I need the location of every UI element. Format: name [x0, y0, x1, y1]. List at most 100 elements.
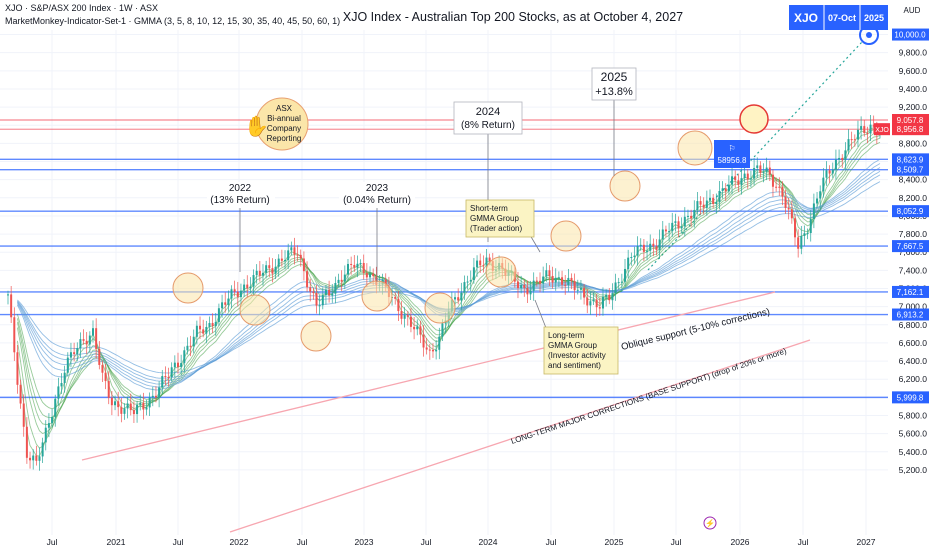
svg-text:ASX: ASX: [276, 104, 293, 113]
candle-body: [13, 317, 16, 353]
y-tick-label: 5,400.0: [899, 447, 928, 457]
price-level-tag: [892, 123, 929, 136]
indicator-line[interactable]: MarketMonkey-Indicator-Set-1 · GMMA (3, …: [5, 16, 340, 26]
badge-date: 07-Oct: [828, 13, 856, 23]
candle-body: [362, 262, 365, 273]
candle-body: [350, 263, 353, 265]
candle-body: [715, 201, 718, 204]
candle-body: [592, 299, 595, 302]
candle-body: [154, 395, 157, 398]
candle-body: [753, 167, 756, 179]
y-tick-label: 6,200.0: [899, 374, 928, 384]
candle-body: [523, 285, 526, 288]
candle-body: [136, 404, 139, 415]
candle-body: [365, 272, 368, 278]
candle-body: [397, 298, 400, 312]
candle-body: [438, 336, 441, 350]
badge-year: 2025: [864, 13, 884, 23]
candle-body: [346, 263, 349, 275]
candle-body: [646, 250, 649, 252]
candle-body: [293, 247, 296, 255]
candle-body: [699, 201, 702, 205]
candle-body: [425, 347, 428, 350]
candle-body: [318, 305, 321, 307]
candle-body: [98, 348, 101, 365]
candle-body: [680, 226, 683, 229]
highlight-circle: [239, 294, 271, 326]
candle-body: [696, 201, 699, 210]
candle-body: [586, 297, 589, 306]
currency-label[interactable]: AUD: [904, 6, 921, 15]
candle-body: [227, 298, 230, 305]
candle-body: [674, 221, 677, 223]
candle-body: [32, 455, 35, 461]
candle-body: [727, 184, 730, 192]
candle-body: [211, 322, 214, 326]
candle-body: [148, 397, 151, 408]
candle-body: [315, 293, 318, 306]
candle-body: [129, 403, 132, 411]
candle-body: [816, 198, 819, 204]
candle-body: [797, 237, 800, 249]
flag-marker[interactable]: ⚐ 58956.8: [714, 140, 750, 168]
x-tick-label: 2023: [355, 537, 374, 547]
candle-body: [683, 216, 686, 227]
candle-body: [406, 315, 409, 317]
candle-body: [454, 297, 457, 300]
y-tick-label: 8,800.0: [899, 138, 928, 148]
candle-body: [718, 190, 721, 202]
candle-body: [353, 264, 356, 268]
price-level-tag: [892, 28, 929, 41]
price-level-value: 5,999.8: [897, 393, 924, 402]
candle-body: [180, 363, 183, 367]
candle-body: [573, 281, 576, 291]
svg-text:GMMA Group: GMMA Group: [470, 214, 519, 223]
price-level-value: 7,162.1: [897, 288, 924, 297]
candle-body: [564, 284, 567, 286]
candle-body: [104, 372, 107, 382]
candle-body: [463, 282, 466, 293]
y-tick-label: 6,600.0: [899, 338, 928, 348]
candle-body: [296, 254, 299, 256]
symbol-line[interactable]: XJO · S&P/ASX 200 Index · 1W · ASX: [5, 3, 158, 13]
price-level-value: 7,667.5: [897, 242, 924, 251]
svg-text:+13.8%: +13.8%: [595, 86, 633, 98]
candle-body: [435, 349, 438, 352]
last-price-symbol: XJO: [875, 127, 889, 134]
candle-body: [123, 408, 126, 414]
price-level-value: 6,913.2: [897, 311, 924, 320]
candle-body: [554, 277, 557, 283]
price-level-tag: [892, 240, 929, 253]
hand-icon: ✋: [244, 114, 269, 138]
candle-body: [589, 301, 592, 306]
events-icon[interactable]: ⚡: [703, 516, 717, 530]
candle-body: [633, 255, 636, 258]
grid-lines: [0, 30, 888, 535]
candle-body: [620, 281, 623, 283]
price-axis[interactable]: 10,000.09,800.09,600.09,400.09,200.09,00…: [874, 28, 932, 550]
candle-body: [482, 265, 485, 267]
candle-body: [290, 247, 293, 251]
candle-body: [69, 352, 72, 358]
candle-body: [636, 245, 639, 256]
price-level-tag: [892, 308, 929, 321]
candle-body: [850, 139, 853, 141]
time-axis[interactable]: Jul 2021 Jul 2022 Jul 2023 Jul 2024 Jul 2025 Jul 20…: [47, 537, 876, 547]
candle-body: [394, 296, 397, 299]
candle-body: [170, 367, 173, 378]
x-tick-label: Jul: [297, 537, 308, 547]
candle-body: [139, 402, 142, 405]
candle-body: [756, 165, 759, 168]
price-level-tag: [892, 153, 929, 166]
y-tick-label: 9,800.0: [899, 48, 928, 58]
highlight-circle: [677, 130, 713, 166]
candle-body: [803, 233, 806, 236]
candle-body: [529, 290, 532, 295]
candle-body: [485, 257, 488, 266]
candle-body: [384, 279, 387, 287]
svg-text:(Trader action): (Trader action): [470, 224, 523, 233]
base-support-line: [229, 339, 811, 533]
candle-body: [642, 244, 645, 252]
candle-body: [608, 294, 611, 301]
